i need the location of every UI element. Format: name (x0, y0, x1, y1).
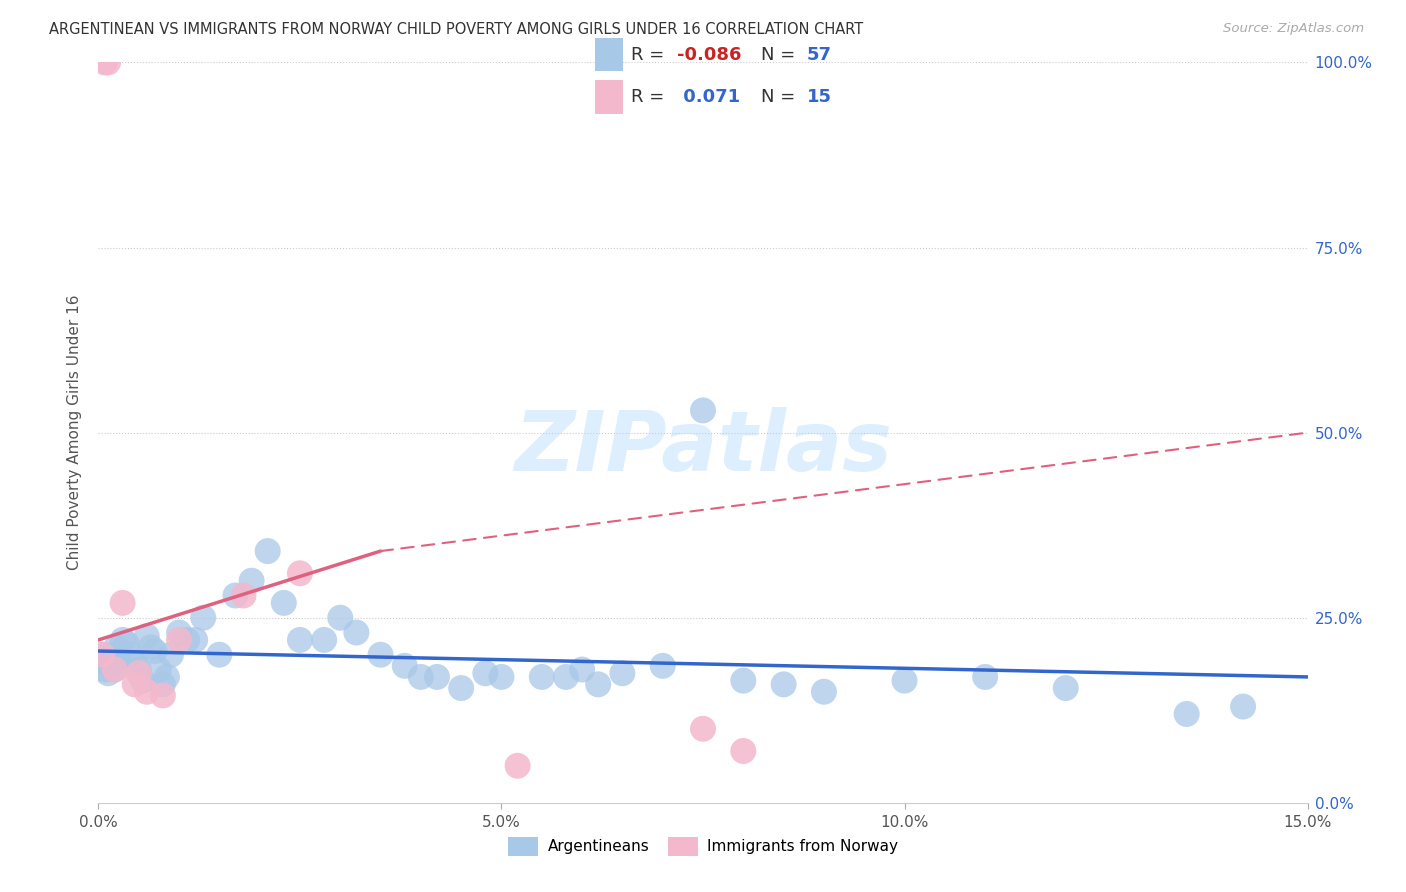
Point (426, 670, 449, 684)
Point (232, 589, 254, 603)
Point (103, 663, 125, 677)
Text: R =: R = (631, 88, 669, 106)
Point (100, 658, 122, 673)
Point (120, 648, 142, 662)
Text: ZIPatlas: ZIPatlas (515, 407, 891, 488)
Point (115, 637, 138, 651)
Point (692, 403, 714, 417)
Point (240, 574, 263, 588)
Point (152, 689, 174, 703)
Point (103, 663, 125, 677)
Legend: Argentineans, Immigrants from Norway: Argentineans, Immigrants from Norway (502, 831, 904, 862)
Text: 15: 15 (807, 88, 832, 106)
Text: Source: ZipAtlas.com: Source: ZipAtlas.com (1223, 22, 1364, 36)
Point (124, 677, 146, 691)
Point (107, 651, 129, 665)
Point (772, 677, 794, 691)
Point (370, 648, 392, 662)
Point (94, 55, 117, 70)
Point (450, 681, 472, 695)
Point (135, 685, 157, 699)
Point (91, 648, 114, 662)
Y-axis label: Child Poverty Among Girls Under 16: Child Poverty Among Girls Under 16 (67, 295, 83, 570)
Point (111, 632, 134, 647)
Point (506, 758, 529, 772)
Point (733, 744, 755, 758)
Point (273, 596, 295, 610)
Point (288, 566, 311, 581)
Point (96, 655, 118, 669)
Point (152, 677, 174, 691)
Point (256, 544, 278, 558)
Point (692, 722, 714, 736)
Point (612, 666, 634, 681)
Point (156, 670, 179, 684)
Point (124, 655, 146, 669)
Point (974, 670, 997, 684)
Text: N =: N = (761, 88, 800, 106)
Point (530, 670, 553, 684)
Point (893, 673, 915, 688)
Bar (595, 38, 623, 71)
Point (813, 685, 835, 699)
Point (97, 666, 120, 681)
Point (1054, 681, 1077, 695)
Point (314, 632, 336, 647)
Point (474, 666, 496, 681)
Point (160, 648, 183, 662)
Point (101, 648, 124, 662)
Text: ARGENTINEAN VS IMMIGRANTS FROM NORWAY CHILD POVERTY AMONG GIRLS UNDER 16 CORRELA: ARGENTINEAN VS IMMIGRANTS FROM NORWAY CH… (49, 22, 863, 37)
Point (491, 670, 513, 684)
Point (329, 610, 352, 624)
Point (139, 640, 162, 655)
Point (344, 625, 367, 640)
Point (651, 658, 673, 673)
Point (105, 640, 128, 655)
Text: N =: N = (761, 45, 800, 64)
Point (128, 663, 150, 677)
Point (224, 589, 246, 603)
Point (143, 644, 166, 658)
Point (288, 632, 311, 647)
Point (167, 632, 190, 647)
Bar (595, 80, 623, 114)
Point (184, 632, 207, 647)
Point (111, 596, 134, 610)
Point (193, 610, 215, 624)
Point (1232, 699, 1254, 714)
Point (394, 658, 416, 673)
Point (409, 670, 432, 684)
Point (208, 648, 231, 662)
Point (555, 670, 578, 684)
Text: 57: 57 (807, 45, 832, 64)
Point (733, 673, 755, 688)
Text: 0.071: 0.071 (678, 88, 740, 106)
Point (91, 648, 114, 662)
Point (571, 663, 593, 677)
Text: R =: R = (631, 45, 669, 64)
Point (176, 632, 198, 647)
Point (132, 673, 155, 688)
Point (167, 625, 190, 640)
Point (135, 629, 157, 643)
Point (1175, 706, 1198, 721)
Point (94, 663, 117, 677)
Point (148, 663, 170, 677)
Point (586, 677, 609, 691)
Point (97, 55, 120, 70)
Text: -0.086: -0.086 (678, 45, 741, 64)
Point (128, 666, 150, 681)
